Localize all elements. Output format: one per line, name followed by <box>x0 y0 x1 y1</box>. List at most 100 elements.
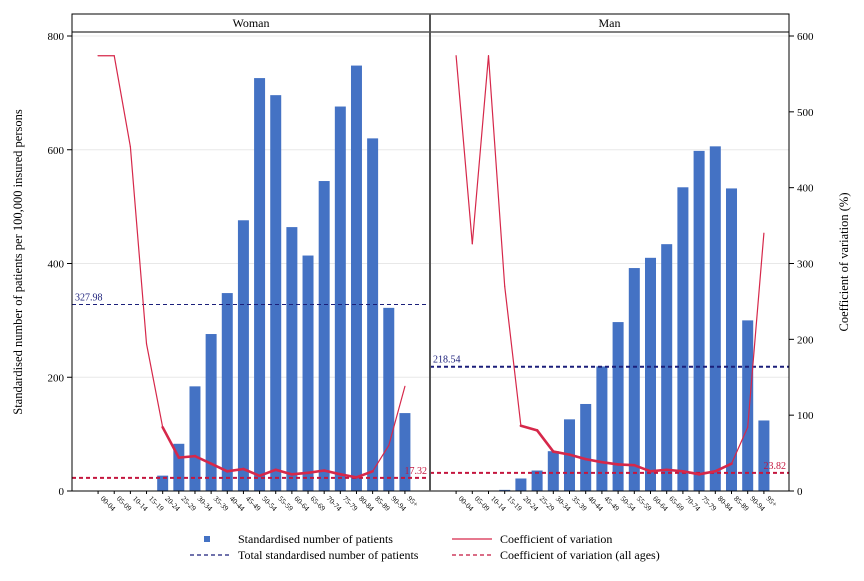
x-tick-label: 40-44 <box>228 494 247 513</box>
x-tick-label: 90-94 <box>389 494 408 513</box>
x-tick-label: 50-54 <box>260 494 279 513</box>
legend: Standardised number of patients Coefficie… <box>190 532 660 562</box>
cv-line-segment <box>505 286 521 426</box>
x-tick-label: 65-69 <box>309 494 328 513</box>
y-tick-label: 800 <box>48 31 65 43</box>
y2-tick-label: 500 <box>797 107 814 119</box>
cv-all-reference-label: 23.82 <box>764 461 787 472</box>
bar <box>548 451 559 491</box>
cv-line-segment <box>537 430 553 451</box>
x-tick-label: 30-34 <box>196 494 215 513</box>
cv-line-segment <box>114 56 130 147</box>
x-tick-label: 05-09 <box>473 494 492 513</box>
x-tick-label: 80-84 <box>716 494 735 513</box>
bar <box>677 187 688 491</box>
total-reference-label: 218.54 <box>433 355 461 366</box>
x-tick-label: 75-79 <box>700 494 719 513</box>
cv-line-segment <box>163 427 179 457</box>
cv-line-segment <box>667 470 683 472</box>
bar <box>286 227 297 491</box>
x-tick-label: 10-14 <box>489 494 508 513</box>
y2-tick-label: 300 <box>797 259 814 271</box>
total-reference-label: 327.98 <box>75 292 103 303</box>
cv-line-segment <box>147 344 163 427</box>
x-tick-label: 55-59 <box>276 494 295 513</box>
bar <box>335 107 346 491</box>
panel-title: Woman <box>232 16 269 30</box>
x-tick-label: 85-89 <box>373 494 392 513</box>
bar <box>694 151 705 491</box>
y-axis-title: Standardised number of patients per 100,… <box>11 109 25 415</box>
x-tick-label: 80-84 <box>357 494 376 513</box>
x-tick-label: 70-74 <box>325 494 344 513</box>
legend-label: Coefficient of variation <box>500 532 612 546</box>
x-tick-label: 45-49 <box>244 494 263 513</box>
x-tick-label: 25-29 <box>179 494 198 513</box>
y-tick-label: 400 <box>48 259 65 271</box>
bar <box>319 181 330 491</box>
legend-label: Coefficient of variation (all ages) <box>500 548 660 562</box>
legend-label: Total standardised number of patients <box>238 548 419 562</box>
y-tick-label: 0 <box>59 486 65 498</box>
x-tick-label: 15-19 <box>147 494 166 513</box>
cv-line-segment <box>489 56 505 287</box>
x-tick-label: 10-14 <box>131 494 150 513</box>
x-tick-label: 00-04 <box>457 494 476 513</box>
y-tick-label: 600 <box>48 145 65 157</box>
y2-tick-label: 200 <box>797 334 814 346</box>
cv-line-segment <box>618 464 634 465</box>
bar <box>399 413 410 491</box>
y-tick-label: 200 <box>48 372 65 384</box>
x-tick-label: 60-64 <box>651 494 670 513</box>
legend-label: Standardised number of patients <box>238 532 393 546</box>
x-tick-label: 45-49 <box>602 494 621 513</box>
bar <box>351 66 362 491</box>
x-tick-label: 60-64 <box>292 494 311 513</box>
bar <box>515 478 526 491</box>
bar <box>238 220 249 491</box>
cv-line-segment <box>292 473 308 475</box>
x-tick-label: 05-09 <box>115 494 134 513</box>
bar <box>367 138 378 491</box>
bar <box>629 268 640 491</box>
x-tick-label: 65-69 <box>667 494 686 513</box>
panel-title: Man <box>599 16 621 30</box>
cv-all-reference-label: 17.32 <box>405 466 428 477</box>
bar <box>645 258 656 491</box>
x-tick-label: 70-74 <box>683 494 702 513</box>
cv-line-segment <box>179 456 195 458</box>
bar <box>270 95 281 491</box>
panel-0: 327.98 17.32 00-0405-0910-1415-1920-2425-2… <box>72 56 430 513</box>
x-tick-label: 15-19 <box>505 494 524 513</box>
x-tick-label: 25-29 <box>538 494 557 513</box>
x-tick-label: 40-44 <box>586 494 605 513</box>
cv-line-segment <box>651 470 667 472</box>
y2-axis-title: Coefficient of variation (%) <box>837 193 851 332</box>
y2-tick-label: 0 <box>797 486 803 498</box>
bar <box>222 293 233 491</box>
y2-tick-label: 100 <box>797 410 814 422</box>
x-tick-label: 75-79 <box>341 494 360 513</box>
y2-tick-label: 400 <box>797 183 814 195</box>
x-tick-label: 20-24 <box>163 494 182 513</box>
x-tick-label: 35-39 <box>570 494 589 513</box>
x-tick-label: 55-59 <box>635 494 654 513</box>
bar <box>726 188 737 491</box>
bar <box>758 420 769 491</box>
x-tick-label: 20-24 <box>521 494 540 513</box>
x-tick-label: 90-94 <box>748 494 767 513</box>
x-tick-label: 35-39 <box>212 494 231 513</box>
cv-line-segment <box>521 426 537 431</box>
bar <box>303 256 314 491</box>
x-tick-label: 50-54 <box>619 494 638 513</box>
panel-1: 218.54 23.82 00-0405-0910-1415-1920-2425-2… <box>430 56 789 513</box>
bar <box>254 78 265 491</box>
bar <box>383 308 394 491</box>
bar <box>710 146 721 491</box>
x-tick-label: 00-04 <box>99 494 118 513</box>
cv-line-segment <box>130 147 146 344</box>
bar <box>742 320 753 491</box>
x-tick-label: 85-89 <box>732 494 751 513</box>
